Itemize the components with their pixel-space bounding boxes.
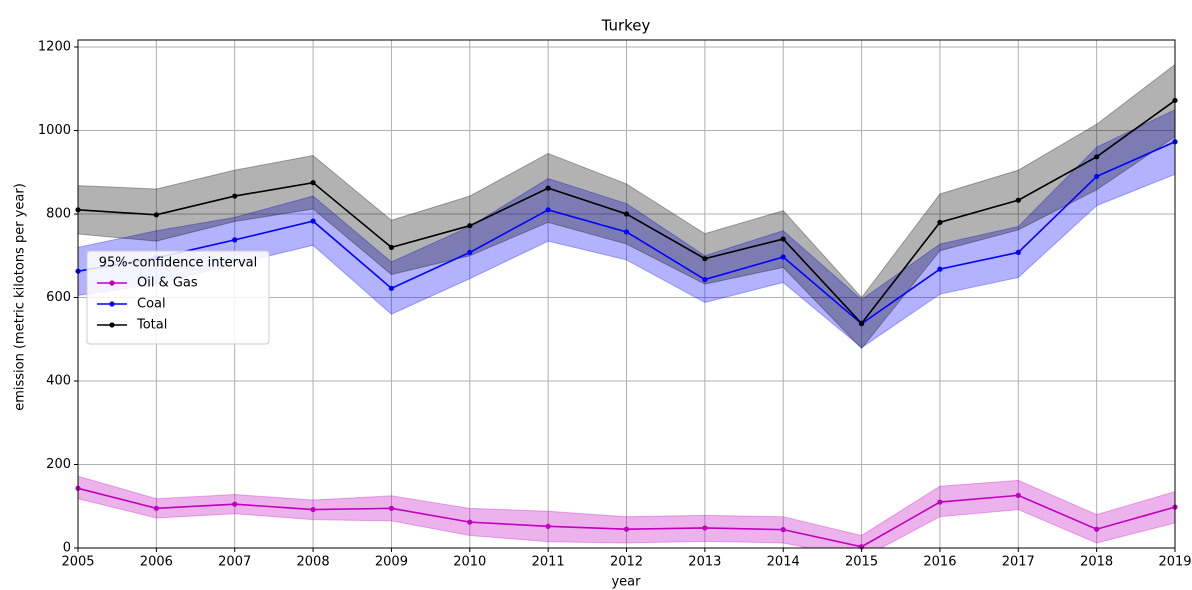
x-tick-label: 2018 — [1080, 555, 1113, 570]
confidence-band — [78, 63, 1175, 350]
point — [232, 501, 238, 507]
y-tick-label: 1200 — [38, 40, 71, 55]
point — [780, 254, 786, 260]
point — [780, 527, 786, 533]
point — [545, 185, 551, 191]
point — [858, 320, 865, 326]
legend-marker — [109, 322, 115, 328]
plot-frame — [77, 39, 1176, 549]
y-tick-label: 800 — [46, 207, 71, 222]
point — [388, 244, 395, 250]
y-tick-label: 0 — [63, 541, 71, 556]
point — [702, 276, 708, 283]
point — [1015, 492, 1021, 498]
x-tick-label: 2017 — [1002, 555, 1035, 570]
y-axis-label: emission (metric kilotons per year) — [13, 183, 28, 411]
point — [623, 211, 630, 217]
x-tick-label: 2005 — [61, 555, 94, 570]
point — [232, 237, 238, 243]
point — [937, 499, 943, 505]
x-tick-label: 2006 — [140, 555, 173, 570]
point — [1094, 154, 1100, 160]
lines — [75, 97, 1178, 550]
confidence-band — [78, 475, 1175, 548]
x-tick-label: 2015 — [845, 555, 878, 570]
legend-marker — [109, 301, 115, 307]
legend-title: 95%-confidence interval — [99, 256, 257, 271]
point — [310, 218, 316, 224]
point — [545, 523, 551, 529]
x-tick-label: 2007 — [218, 555, 251, 570]
y-tick-label: 1000 — [38, 123, 71, 138]
point — [702, 525, 708, 531]
point — [467, 519, 473, 525]
point — [388, 285, 395, 291]
point — [937, 266, 943, 272]
x-tick-label: 2011 — [532, 555, 565, 570]
y-tick-label: 400 — [46, 374, 71, 389]
point — [623, 229, 630, 235]
legend-label: Coal — [137, 297, 166, 312]
point — [623, 526, 630, 532]
legend-label: Total — [136, 318, 167, 333]
x-tick-label: 2019 — [1158, 555, 1191, 570]
point — [1094, 173, 1100, 180]
point — [1015, 249, 1021, 256]
point — [1094, 526, 1100, 532]
point — [467, 223, 473, 229]
point — [388, 505, 395, 511]
point — [780, 236, 786, 242]
x-tick-label: 2008 — [297, 555, 330, 570]
x-tick-label: 2013 — [688, 555, 721, 570]
point — [467, 249, 473, 256]
x-tick-label: 2016 — [923, 555, 956, 570]
x-tick-label: 2009 — [375, 555, 408, 570]
legend-box — [86, 250, 270, 345]
point — [702, 256, 708, 262]
y-tick-label: 200 — [46, 457, 71, 472]
legend-label: Oil & Gas — [137, 276, 198, 291]
point — [545, 207, 551, 213]
point — [310, 180, 316, 186]
point — [232, 193, 238, 199]
x-tick-label: 2014 — [767, 555, 800, 570]
point — [153, 505, 159, 511]
point — [937, 219, 943, 225]
point — [310, 506, 316, 513]
x-tick-label: 2012 — [610, 555, 643, 570]
y-tick-label: 600 — [46, 290, 71, 305]
legend-marker — [109, 280, 115, 286]
x-axis-label: year — [611, 575, 641, 590]
bands — [78, 63, 1175, 548]
x-tick-label: 2010 — [453, 555, 486, 570]
point — [153, 212, 159, 218]
point — [1015, 197, 1021, 203]
chart-title: Turkey — [601, 17, 651, 35]
